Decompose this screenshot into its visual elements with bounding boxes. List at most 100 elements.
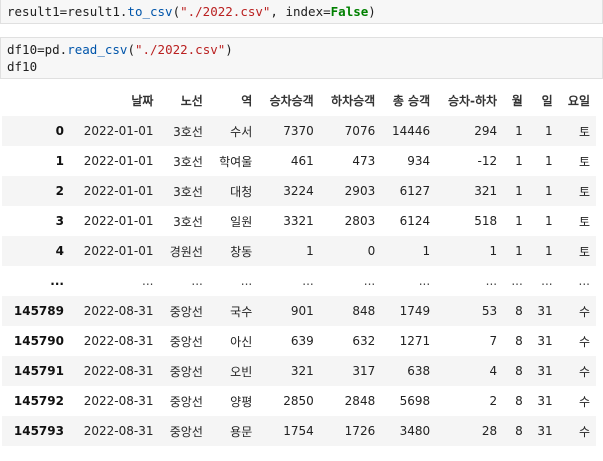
row-index: ...: [50, 274, 64, 288]
code-text: ): [225, 42, 233, 57]
dataframe-output: 날짜 노선 역 승차승객 하차승객 총 승객 승차-하차 월 일 요일 0 202…: [2, 84, 596, 446]
table-cell: 수: [558, 356, 596, 386]
table-cell: 1754: [258, 416, 320, 446]
code-function: to_csv: [127, 4, 173, 19]
code-function: read_csv: [67, 42, 128, 57]
table-cell: ...: [541, 274, 553, 288]
table-cell: ...: [578, 274, 590, 288]
table-cell: 0: [319, 236, 382, 266]
table-cell: 3224: [258, 176, 320, 206]
table-cell: 31: [528, 356, 559, 386]
table-cell: 1: [544, 214, 553, 228]
table-cell: 848: [319, 296, 382, 326]
column-header-station: 역: [241, 93, 253, 108]
table-cell: 1: [528, 176, 559, 206]
table-cell: 321: [258, 356, 320, 386]
table-cell: 294: [436, 116, 504, 146]
table-cell: 2022-01-01: [83, 214, 154, 228]
column-header-month: 월: [511, 93, 523, 108]
table-cell: 중앙선: [159, 416, 209, 446]
table-cell: 14446: [381, 116, 437, 146]
table-cell: 2022-01-01: [69, 116, 160, 146]
table-cell: 7076: [319, 116, 382, 146]
table-cell: 934: [407, 154, 431, 168]
table-cell: 639: [290, 334, 314, 348]
table-cell: ...: [240, 274, 253, 288]
table-cell: 중앙선: [159, 296, 209, 326]
row-index: 145793: [2, 416, 70, 446]
table-cell: 6127: [381, 176, 437, 206]
row-index: 1: [55, 154, 64, 168]
table-cell: ...: [511, 274, 523, 288]
table-cell: 용문: [208, 416, 259, 446]
table-cell: 5698: [399, 394, 431, 408]
row-index: 145791: [2, 356, 70, 386]
row-index: 145792: [13, 394, 64, 408]
column-header-weekday: 요일: [567, 93, 590, 108]
table-cell: 중앙선: [169, 394, 203, 409]
table-cell: ...: [485, 274, 498, 288]
table-cell: 2850: [283, 394, 314, 408]
table-cell: 수: [578, 334, 590, 349]
table-cell: 1: [544, 154, 553, 168]
code-cell-to-csv[interactable]: result1=result1.to_csv("./2022.csv", ind…: [0, 0, 603, 24]
table-cell: 2022-08-31: [83, 394, 154, 408]
row-index: 0: [2, 116, 70, 146]
code-string: "./2022.csv": [180, 4, 271, 19]
table-cell: 7: [489, 334, 498, 348]
table-cell: 2022-01-01: [69, 236, 160, 266]
table-cell: 1726: [319, 416, 382, 446]
column-header-index: [2, 84, 70, 116]
table-cell: 토: [558, 236, 596, 266]
table-cell: 토: [578, 214, 590, 229]
code-text: (: [172, 4, 181, 19]
code-text: df10=pd.: [7, 42, 68, 57]
column-header-total: 총 승객: [392, 93, 431, 108]
table-cell: 2: [489, 394, 498, 408]
table-cell: 6124: [399, 214, 431, 228]
table-cell: 일원: [230, 214, 253, 229]
column-header-date: 날짜: [131, 93, 154, 108]
row-index: 4: [2, 236, 70, 266]
table-cell: 3321: [283, 214, 314, 228]
table-cell: 1: [503, 236, 529, 266]
table-cell: 오빈: [208, 356, 259, 386]
table-cell: 2803: [344, 214, 376, 228]
table-row: 3 2022-01-01 3호선 일원 3321 2803 6124 518 1 1 토: [2, 206, 596, 236]
table-cell: 3호선: [159, 116, 209, 146]
table-cell: 638: [381, 356, 437, 386]
table-cell: 양평: [230, 394, 253, 409]
row-index: 145790: [13, 334, 64, 348]
table-cell: 토: [558, 116, 596, 146]
table-cell: 473: [352, 154, 376, 168]
table-row: 145792 2022-08-31 중앙선 양평 2850 2848 5698 2 8 31 수: [2, 386, 596, 416]
table-cell: 경원선: [159, 236, 209, 266]
code-keyword: False: [330, 4, 369, 19]
column-header-line: 노선: [180, 93, 203, 108]
table-cell: 1: [436, 236, 504, 266]
table-cell: 7370: [258, 116, 320, 146]
row-index: 2: [2, 176, 70, 206]
row-index: 145789: [2, 296, 70, 326]
table-cell: 461: [290, 154, 314, 168]
table-row-ellipsis: .................................: [2, 266, 596, 296]
table-row: 145793 2022-08-31 중앙선 용문 1754 1726 3480 28 8 31 수: [2, 416, 596, 446]
table-cell: 3호선: [173, 154, 203, 169]
table-cell: ...: [191, 274, 203, 288]
table-cell: 31: [537, 334, 553, 348]
code-cell-read-csv[interactable]: df10=pd.read_csv("./2022.csv") df10: [0, 37, 603, 79]
table-cell: 1: [515, 214, 523, 228]
table-cell: ...: [418, 274, 431, 288]
table-row: 2 2022-01-01 3호선 대청 3224 2903 6127 321 1 1 토: [2, 176, 596, 206]
code-text: , index=: [270, 4, 331, 19]
table-cell: 창동: [208, 236, 259, 266]
table-cell: 4: [436, 356, 504, 386]
code-text: result1=result1.: [7, 4, 128, 19]
table-cell: 8: [515, 394, 523, 408]
code-text: ): [368, 4, 376, 19]
table-cell: 321: [436, 176, 504, 206]
table-cell: ...: [363, 274, 376, 288]
table-cell: 31: [528, 296, 559, 326]
table-cell: ...: [142, 274, 154, 288]
table-row: 1 2022-01-01 3호선 학여울 461 473 934 -12 1 1 토: [2, 146, 596, 176]
